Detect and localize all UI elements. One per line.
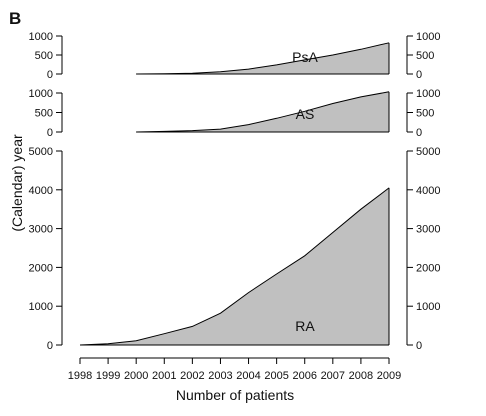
right-tick-label-as: 500	[416, 108, 434, 120]
left-tick-label-ra: 1000	[29, 301, 53, 313]
right-tick-label-ra: 1000	[416, 301, 440, 313]
right-tick-label-psa: 500	[416, 50, 434, 62]
right-tick-label-ra: 2000	[416, 262, 440, 274]
x-tick-label: 2004	[236, 370, 260, 382]
right-tick-label-psa: 1000	[416, 31, 440, 43]
right-tick-label-ra: 4000	[416, 185, 440, 197]
x-tick-label: 2000	[124, 370, 148, 382]
left-tick-label-ra: 2000	[29, 262, 53, 274]
left-tick-label-as: 0	[47, 127, 53, 139]
x-tick-label: 2002	[180, 370, 204, 382]
x-tick-label: 2006	[292, 370, 316, 382]
left-tick-label-psa: 500	[35, 50, 53, 62]
right-tick-label-as: 0	[416, 127, 422, 139]
right-tick-label-ra: 0	[416, 340, 422, 352]
left-tick-label-ra: 4000	[29, 185, 53, 197]
figure-label: B	[9, 9, 21, 28]
x-tick-label: 2007	[321, 370, 345, 382]
right-tick-label-ra: 5000	[416, 146, 440, 158]
x-axis: 1998 1999 2000 2001 2002 2003 2004 2005 2006 2007…	[68, 357, 401, 382]
x-axis-title: Number of patients	[176, 387, 294, 403]
panel-label-ra: RA	[295, 318, 315, 334]
panel-ra: 0 0 1000 1000 2000 2000 3000 3000 4000 4000 5000 50…	[29, 146, 441, 352]
panel-psa: 0 0 500 500 1000 1000 PsA	[29, 31, 441, 81]
x-tick-label: 2005	[264, 370, 288, 382]
x-tick-label: 1999	[96, 370, 120, 382]
line-as	[136, 91, 390, 133]
area-ra	[80, 187, 389, 345]
left-tick-label-ra: 3000	[29, 224, 53, 236]
panel-label-as: AS	[296, 106, 315, 122]
left-tick-label-as: 1000	[29, 88, 53, 100]
left-tick-label-psa: 0	[47, 69, 53, 81]
y-axis-title: (Calendar) year	[9, 134, 25, 232]
left-tick-label-psa: 1000	[29, 31, 53, 43]
panel-as: 0 0 500 500 1000 1000 AS	[29, 88, 441, 139]
x-tick-label: 1998	[68, 370, 92, 382]
right-tick-label-ra: 3000	[416, 224, 440, 236]
left-tick-label-ra: 0	[47, 340, 53, 352]
x-tick-label: 2008	[349, 370, 373, 382]
left-tick-label-ra: 5000	[29, 146, 53, 158]
right-tick-label-as: 1000	[416, 88, 440, 100]
x-tick-label: 2003	[208, 370, 232, 382]
panels-group: 0 0 500 500 1000 1000 PsA 0 0 500 500 1000 1000 AS 0 0 1…	[29, 31, 441, 352]
right-tick-label-psa: 0	[416, 69, 422, 81]
area-as	[136, 91, 389, 132]
panel-label-psa: PsA	[292, 49, 318, 65]
left-tick-label-as: 500	[35, 108, 53, 120]
line-ra	[79, 187, 390, 346]
x-tick-label: 2009	[377, 370, 401, 382]
area-psa	[136, 42, 389, 74]
x-tick-label: 2001	[152, 370, 176, 382]
